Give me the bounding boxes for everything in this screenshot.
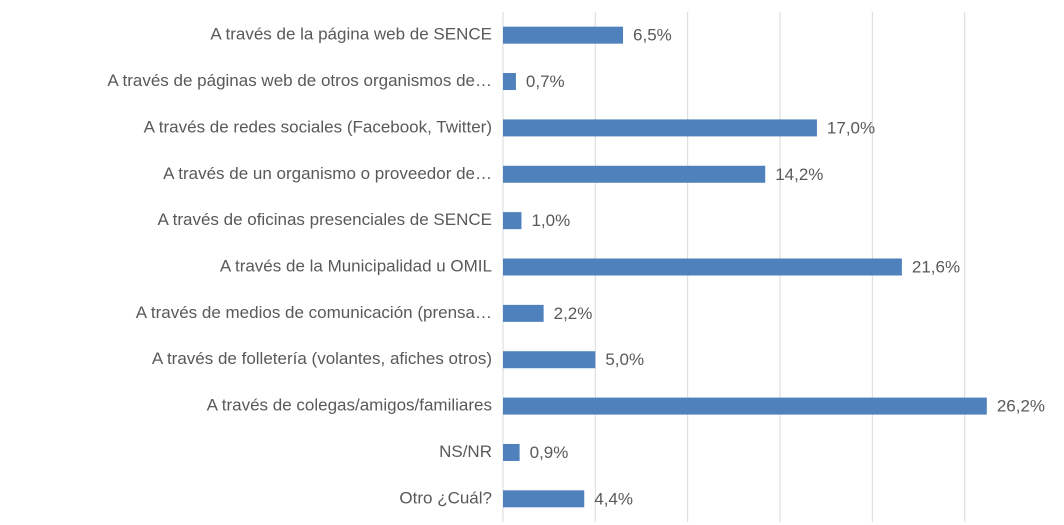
bar [503, 304, 544, 322]
data-label: 2,2% [554, 304, 593, 323]
bar [503, 443, 520, 461]
data-label: 21,6% [912, 257, 960, 276]
y-tick-label: A través de oficinas presenciales de SEN… [157, 210, 492, 229]
y-tick-label: A través de páginas web de otros organis… [107, 71, 492, 90]
bar [503, 490, 585, 508]
data-label: 6,5% [633, 26, 672, 45]
bar [503, 258, 902, 276]
y-tick-label: NS/NR [439, 442, 492, 461]
bar [503, 397, 987, 415]
data-label: 14,2% [775, 165, 823, 184]
y-tick-label: A través de un organismo o proveedor de… [163, 164, 492, 183]
bar [503, 26, 624, 44]
y-tick-label: A través de la Municipalidad u OMIL [220, 256, 492, 275]
bar [503, 165, 766, 183]
bar [503, 73, 516, 91]
y-tick-label: A través de la página web de SENCE [210, 25, 492, 44]
y-tick-label: A través de medios de comunicación (pren… [136, 303, 492, 322]
data-label: 5,0% [605, 350, 644, 369]
data-label: 0,7% [526, 72, 565, 91]
y-tick-label: A través de redes sociales (Facebook, Tw… [144, 117, 492, 136]
data-label: 1,0% [531, 211, 570, 230]
bar [503, 212, 522, 230]
data-label: 17,0% [827, 118, 875, 137]
bar [503, 351, 596, 369]
y-tick-label: A través de folletería (volantes, afiche… [152, 349, 492, 368]
data-label: 4,4% [594, 489, 633, 508]
data-label: 0,9% [530, 443, 569, 462]
y-tick-label: A través de colegas/amigos/familiares [207, 396, 492, 415]
data-label: 26,2% [997, 397, 1045, 416]
bar [503, 119, 817, 137]
y-tick-label: Otro ¿Cuál? [399, 488, 492, 507]
